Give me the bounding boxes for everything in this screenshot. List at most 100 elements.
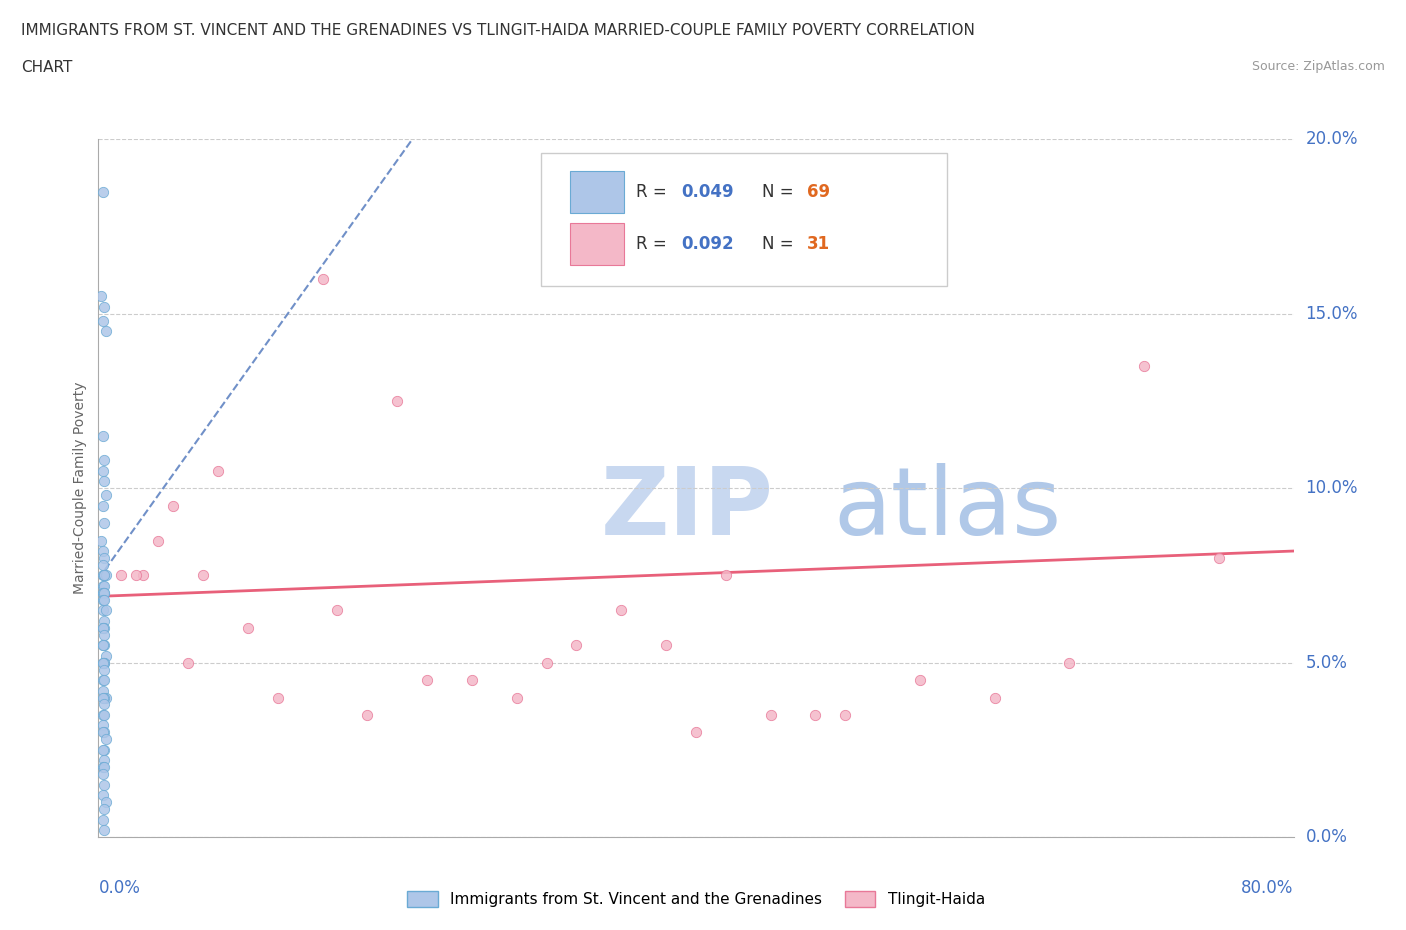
Point [93,725,115,740]
Point [356,708,378,723]
Point [93,690,115,705]
Text: 0.0%: 0.0% [1305,828,1347,846]
Point [90,289,112,304]
Point [91,683,114,698]
Point [93,628,115,643]
Text: 10.0%: 10.0% [1305,479,1358,498]
Text: 0.0%: 0.0% [98,879,141,897]
Text: R =: R = [636,183,672,201]
Text: CHART: CHART [21,60,73,75]
Point [91,718,114,733]
Point [90,533,112,548]
Point [93,708,115,723]
Point [91,592,114,607]
Point [506,690,529,705]
Point [91,558,114,573]
Point [983,690,1005,705]
Point [93,672,115,687]
Point [110,568,132,583]
Point [94,648,117,663]
Point [91,586,114,601]
Point [94,794,117,809]
Point [91,655,114,670]
Point [91,543,114,558]
Point [191,568,214,583]
Text: 80.0%: 80.0% [1241,879,1294,897]
Point [416,672,439,687]
Point [91,655,114,670]
Point [536,655,558,670]
Point [93,515,115,530]
Point [94,487,117,502]
Point [93,662,115,677]
Point [91,760,114,775]
Text: 69: 69 [807,183,830,201]
Point [91,578,114,593]
Point [93,802,115,817]
Point [326,603,349,618]
Point [94,568,117,583]
Point [93,453,115,468]
Point [91,620,114,635]
Point [132,568,155,583]
Point [94,732,117,747]
Point [91,766,114,781]
Point [93,760,115,775]
Text: N =: N = [762,235,799,253]
Point [908,672,931,687]
Point [91,313,114,328]
Text: 31: 31 [807,235,830,253]
Point [207,463,229,478]
Point [685,725,707,740]
Point [91,638,114,653]
Point [91,690,114,705]
Text: atlas: atlas [834,463,1062,555]
Point [93,474,115,489]
Point [91,725,114,740]
Point [93,614,115,629]
Point [93,655,115,670]
Text: 5.0%: 5.0% [1305,654,1347,671]
Text: 20.0%: 20.0% [1305,130,1358,149]
Point [93,586,115,601]
Point [94,690,117,705]
Point [93,753,115,768]
Text: 0.049: 0.049 [682,183,734,201]
Point [565,638,588,653]
Point [91,620,114,635]
Point [91,463,114,478]
Text: 15.0%: 15.0% [1305,305,1358,323]
Point [93,299,115,314]
Text: 0.092: 0.092 [682,235,734,253]
Point [94,324,117,339]
FancyBboxPatch shape [571,223,624,265]
Point [91,742,114,757]
Point [93,655,115,670]
Point [1059,655,1081,670]
Point [91,568,114,583]
Point [91,498,114,513]
Point [148,533,170,548]
Legend: Immigrants from St. Vincent and the Grenadines, Tlingit-Haida: Immigrants from St. Vincent and the Gren… [401,884,991,913]
Point [93,568,115,583]
Point [93,551,115,565]
Point [93,638,115,653]
Point [1133,359,1156,374]
Point [91,812,114,827]
Point [91,638,114,653]
Point [91,788,114,803]
Point [93,823,115,837]
Point [125,568,148,583]
Point [93,742,115,757]
Point [834,708,856,723]
Text: Source: ZipAtlas.com: Source: ZipAtlas.com [1251,60,1385,73]
FancyBboxPatch shape [540,153,946,286]
Point [94,603,117,618]
Point [311,272,333,286]
Text: ZIP: ZIP [600,463,773,555]
Text: IMMIGRANTS FROM ST. VINCENT AND THE GRENADINES VS TLINGIT-HAIDA MARRIED-COUPLE F: IMMIGRANTS FROM ST. VINCENT AND THE GREN… [21,23,974,38]
Y-axis label: Married-Couple Family Poverty: Married-Couple Family Poverty [73,382,87,594]
Point [93,586,115,601]
FancyBboxPatch shape [571,171,624,213]
Point [91,672,114,687]
